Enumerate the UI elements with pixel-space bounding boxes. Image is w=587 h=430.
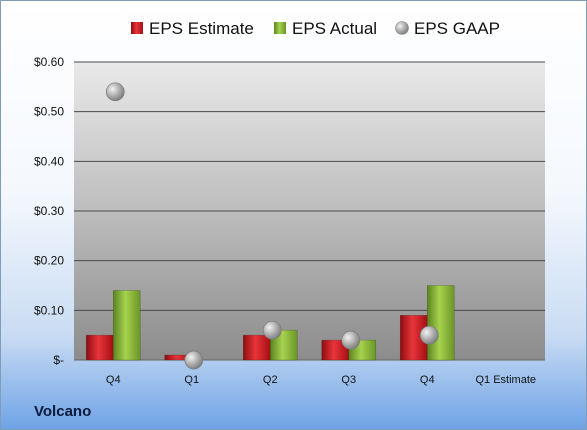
gaap-point xyxy=(262,320,282,340)
legend-swatch xyxy=(274,22,286,34)
x-tick-label: Q2 xyxy=(263,374,278,386)
x-tick-label: Q4 xyxy=(420,374,435,386)
x-tick-label: Q3 xyxy=(341,374,356,386)
actual-bar xyxy=(426,285,455,361)
gaap-point xyxy=(105,82,125,102)
gaap-point xyxy=(341,330,361,350)
x-axis: Q4 Q1 Q2 Q3 Q4 Q1 Estimate xyxy=(106,374,536,386)
gaap-point xyxy=(419,325,439,345)
x-tick-label: Q4 xyxy=(106,374,121,386)
y-tick-label: $0.10 xyxy=(34,303,64,317)
y-tick-label: $0.50 xyxy=(34,105,64,119)
x-tick-label: Q1 xyxy=(184,374,199,386)
legend-swatch xyxy=(131,22,143,34)
legend-label: EPS GAAP xyxy=(414,19,500,38)
legend-label: EPS Actual xyxy=(292,19,377,38)
bars xyxy=(85,285,455,361)
x-tick-label: Q1 Estimate xyxy=(475,374,536,386)
company-name: Volcano xyxy=(34,403,92,420)
actual-bar xyxy=(112,290,141,361)
y-tick-label: $0.30 xyxy=(34,204,64,218)
gaap-point xyxy=(184,350,204,370)
gaap-points xyxy=(105,82,439,370)
y-tick-label: $0.60 xyxy=(34,55,64,69)
estimate-bar xyxy=(85,334,114,361)
y-axis: $- $0.10 $0.20 $0.30 $0.40 $0.50 $0.60 xyxy=(34,55,64,367)
legend-swatch xyxy=(395,21,409,35)
gridlines xyxy=(74,61,545,361)
legend-label: EPS Estimate xyxy=(149,19,254,38)
legend: EPS Estimate EPS Actual EPS GAAP xyxy=(131,19,500,38)
y-tick-label: $0.20 xyxy=(34,254,64,268)
y-tick-label: $- xyxy=(53,353,64,367)
estimate-bar xyxy=(242,334,271,361)
y-tick-label: $0.40 xyxy=(34,154,64,168)
